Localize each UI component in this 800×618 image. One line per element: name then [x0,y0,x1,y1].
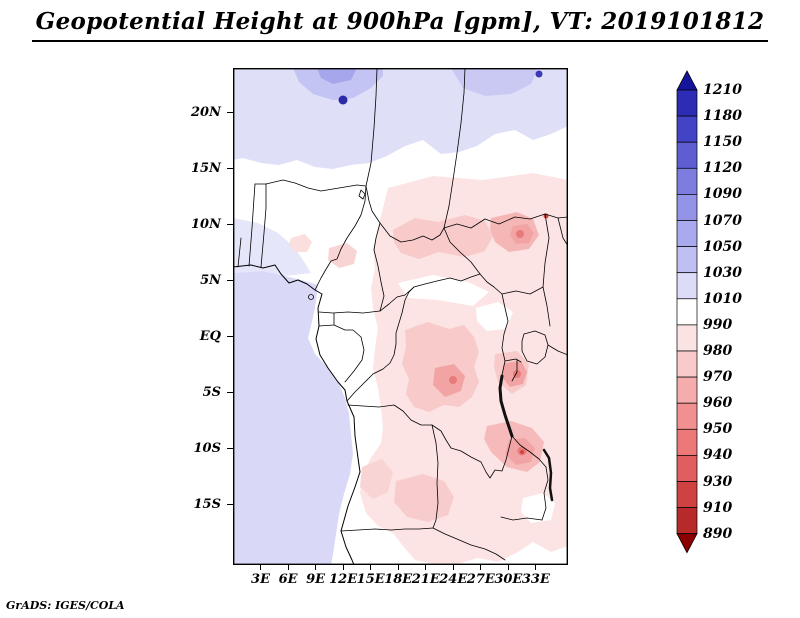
contour-fills [233,68,568,565]
y-tick-label: 15S [193,496,221,512]
colorbar-level-label: 1070 [703,212,742,229]
colorbar-segment [676,115,698,143]
colorbar-level-label: 1210 [703,82,742,98]
colorbar-arrow-down [676,533,698,554]
x-tick-label: 18E [384,572,413,587]
x-tick-mark [260,565,262,570]
colorbar-level-label: 970 [703,369,733,386]
x-tick-mark [535,565,537,570]
colorbar-level-label: 890 [703,525,733,542]
x-tick-label: 21E [411,572,440,587]
lake-chad [358,189,366,200]
y-tick-label: EQ [199,328,221,344]
colorbar-level-label: 1090 [703,186,742,203]
colorbar-level-label: 980 [703,343,733,359]
y-tick-mark [227,448,233,450]
x-tick-mark [480,565,482,570]
y-tick-label: 5N [200,272,221,288]
x-tick-label: 12E [329,572,358,587]
y-tick-mark [227,392,233,394]
y-tick-mark [227,504,233,506]
colorbar-segment [676,220,698,247]
map-frame-border [233,68,568,565]
plot-title: Geopotential Height at 900hPa [gpm], VT:… [31,8,769,42]
colorbar-level-label: 950 [703,421,733,438]
colorbar-level-label: 930 [703,473,733,490]
x-tick-mark [315,565,317,570]
x-tick-mark [397,565,399,570]
lake-victoria [521,330,549,365]
x-tick-mark [425,565,427,570]
colorbar-segment [676,507,698,535]
x-tick-label: 6E [278,572,298,587]
grads-credit: GrADS: IGES/COLA [6,599,125,612]
y-tick-mark [227,168,233,170]
colorbar-level-label: 1010 [703,290,742,307]
x-tick-mark [287,565,289,570]
x-tick-mark [370,565,372,570]
x-tick-label: 33E [521,572,550,587]
colorbar-level-label: 940 [703,447,733,464]
colorbar-segment [676,246,698,274]
x-tick-mark [342,565,344,570]
plot-title-row: Geopotential Height at 900hPa [gpm], VT:… [0,8,800,42]
x-tick-mark [452,565,454,570]
colorbar-segment [676,298,698,326]
y-tick-label: 10S [193,440,221,456]
colorbar-segment [676,402,698,430]
x-tick-mark [507,565,509,570]
colorbar-segment [676,272,698,300]
x-tick-label: 30E [494,572,523,587]
y-tick-label: 5S [202,384,221,400]
y-tick-label: 20N [191,104,221,120]
colorbar-segment [676,481,698,508]
bioko-island [308,294,314,300]
colorbar-level-label: 960 [703,395,733,412]
lake-malawi [542,448,554,502]
colorbar-level-label: 1120 [703,160,742,177]
colorbar-level-label: 910 [703,499,733,516]
colorbar-segment [676,194,698,221]
colorbar-arrow-up [676,70,698,91]
colorbar-segment [676,350,698,378]
lake-tanganyika [498,374,514,438]
map-canvas [233,68,568,565]
colorbar-level-label: 990 [703,316,733,333]
colorbar-level-label: 1180 [703,108,742,125]
colorbar-level-label: 1150 [703,134,742,151]
y-tick-label: 15N [191,160,221,176]
x-tick-label: 3E [251,572,271,587]
x-tick-label: 27E [466,572,495,587]
colorbar [676,70,698,554]
colorbar-level-label: 1030 [703,264,742,281]
y-tick-mark [227,112,233,114]
country-borders [233,68,568,565]
x-tick-label: 24E [439,572,468,587]
x-tick-label: 9E [306,572,326,587]
colorbar-segment [676,141,698,169]
y-tick-mark [227,280,233,282]
y-tick-label: 10N [191,216,221,232]
colorbar-segment [676,324,698,352]
colorbar-segment [676,376,698,404]
coastline [233,264,361,565]
colorbar-segment [676,89,698,117]
map-svg [233,68,568,565]
y-tick-mark [227,224,233,226]
colorbar-segment [676,455,698,482]
colorbar-level-label: 1050 [703,238,742,255]
x-tick-label: 15E [356,572,385,587]
y-tick-mark [227,336,233,338]
colorbar-segment [676,428,698,456]
colorbar-segment [676,167,698,195]
